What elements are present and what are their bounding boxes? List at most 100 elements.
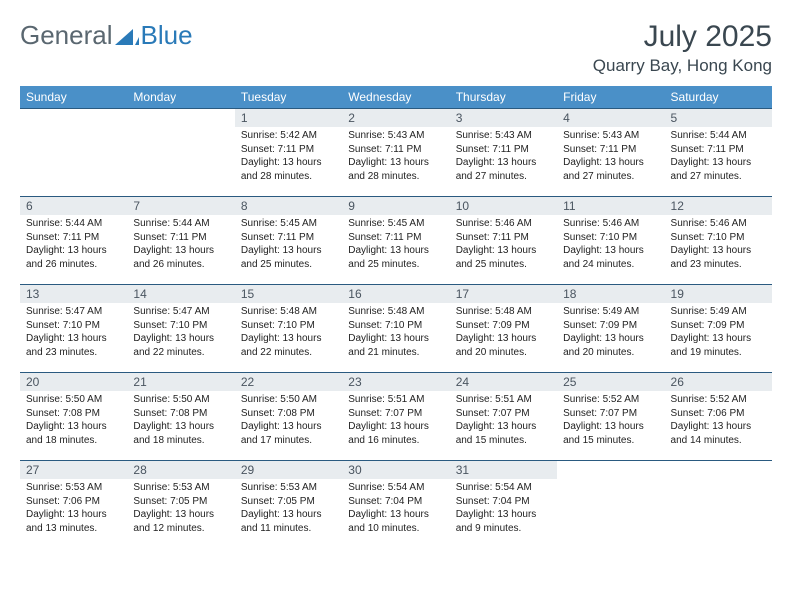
calendar-cell: 12Sunrise: 5:46 AMSunset: 7:10 PMDayligh… — [665, 197, 772, 285]
calendar-cell: 15Sunrise: 5:48 AMSunset: 7:10 PMDayligh… — [235, 285, 342, 373]
calendar-cell: 26Sunrise: 5:52 AMSunset: 7:06 PMDayligh… — [665, 373, 772, 461]
calendar-cell: 22Sunrise: 5:50 AMSunset: 7:08 PMDayligh… — [235, 373, 342, 461]
logo-text-blue: Blue — [141, 20, 193, 51]
day-number: 28 — [127, 461, 234, 479]
day-number: 1 — [235, 109, 342, 127]
day-content: Sunrise: 5:43 AMSunset: 7:11 PMDaylight:… — [557, 127, 664, 185]
day-number: 27 — [20, 461, 127, 479]
day-content: Sunrise: 5:54 AMSunset: 7:04 PMDaylight:… — [450, 479, 557, 537]
calendar-cell: 11Sunrise: 5:46 AMSunset: 7:10 PMDayligh… — [557, 197, 664, 285]
calendar-cell: 21Sunrise: 5:50 AMSunset: 7:08 PMDayligh… — [127, 373, 234, 461]
day-content: Sunrise: 5:44 AMSunset: 7:11 PMDaylight:… — [20, 215, 127, 273]
day-content: Sunrise: 5:53 AMSunset: 7:05 PMDaylight:… — [127, 479, 234, 537]
calendar-cell: 2Sunrise: 5:43 AMSunset: 7:11 PMDaylight… — [342, 109, 449, 197]
calendar-week-row: 1Sunrise: 5:42 AMSunset: 7:11 PMDaylight… — [20, 109, 772, 197]
month-title: July 2025 — [593, 20, 772, 54]
day-content: Sunrise: 5:46 AMSunset: 7:10 PMDaylight:… — [557, 215, 664, 273]
day-number: 25 — [557, 373, 664, 391]
calendar-cell: 18Sunrise: 5:49 AMSunset: 7:09 PMDayligh… — [557, 285, 664, 373]
day-number: 8 — [235, 197, 342, 215]
day-content: Sunrise: 5:47 AMSunset: 7:10 PMDaylight:… — [20, 303, 127, 361]
calendar-cell: 17Sunrise: 5:48 AMSunset: 7:09 PMDayligh… — [450, 285, 557, 373]
day-content: Sunrise: 5:46 AMSunset: 7:10 PMDaylight:… — [665, 215, 772, 273]
day-header: Monday — [127, 86, 234, 109]
calendar-cell: 20Sunrise: 5:50 AMSunset: 7:08 PMDayligh… — [20, 373, 127, 461]
day-content: Sunrise: 5:49 AMSunset: 7:09 PMDaylight:… — [557, 303, 664, 361]
calendar-cell: 28Sunrise: 5:53 AMSunset: 7:05 PMDayligh… — [127, 461, 234, 549]
day-content: Sunrise: 5:53 AMSunset: 7:06 PMDaylight:… — [20, 479, 127, 537]
calendar-table: SundayMondayTuesdayWednesdayThursdayFrid… — [20, 86, 772, 549]
day-content: Sunrise: 5:50 AMSunset: 7:08 PMDaylight:… — [20, 391, 127, 449]
calendar-cell: 13Sunrise: 5:47 AMSunset: 7:10 PMDayligh… — [20, 285, 127, 373]
day-content: Sunrise: 5:48 AMSunset: 7:10 PMDaylight:… — [342, 303, 449, 361]
header: General Blue July 2025 Quarry Bay, Hong … — [20, 20, 772, 76]
day-number: 17 — [450, 285, 557, 303]
calendar-cell: 4Sunrise: 5:43 AMSunset: 7:11 PMDaylight… — [557, 109, 664, 197]
day-content: Sunrise: 5:52 AMSunset: 7:07 PMDaylight:… — [557, 391, 664, 449]
calendar-cell: 30Sunrise: 5:54 AMSunset: 7:04 PMDayligh… — [342, 461, 449, 549]
logo-sail-icon — [115, 27, 139, 45]
calendar-cell — [20, 109, 127, 197]
day-number: 11 — [557, 197, 664, 215]
calendar-cell — [665, 461, 772, 549]
day-number: 24 — [450, 373, 557, 391]
calendar-cell: 1Sunrise: 5:42 AMSunset: 7:11 PMDaylight… — [235, 109, 342, 197]
location: Quarry Bay, Hong Kong — [593, 56, 772, 76]
calendar-cell: 31Sunrise: 5:54 AMSunset: 7:04 PMDayligh… — [450, 461, 557, 549]
day-number: 7 — [127, 197, 234, 215]
calendar-cell: 9Sunrise: 5:45 AMSunset: 7:11 PMDaylight… — [342, 197, 449, 285]
day-header: Sunday — [20, 86, 127, 109]
day-content: Sunrise: 5:51 AMSunset: 7:07 PMDaylight:… — [450, 391, 557, 449]
day-number: 14 — [127, 285, 234, 303]
day-number: 15 — [235, 285, 342, 303]
calendar-cell — [557, 461, 664, 549]
day-content: Sunrise: 5:43 AMSunset: 7:11 PMDaylight:… — [450, 127, 557, 185]
day-number: 5 — [665, 109, 772, 127]
calendar-cell: 16Sunrise: 5:48 AMSunset: 7:10 PMDayligh… — [342, 285, 449, 373]
day-number: 16 — [342, 285, 449, 303]
day-content: Sunrise: 5:48 AMSunset: 7:10 PMDaylight:… — [235, 303, 342, 361]
title-block: July 2025 Quarry Bay, Hong Kong — [593, 20, 772, 76]
calendar-cell — [127, 109, 234, 197]
day-content: Sunrise: 5:49 AMSunset: 7:09 PMDaylight:… — [665, 303, 772, 361]
day-content: Sunrise: 5:42 AMSunset: 7:11 PMDaylight:… — [235, 127, 342, 185]
calendar-body: 1Sunrise: 5:42 AMSunset: 7:11 PMDaylight… — [20, 109, 772, 549]
calendar-header-row: SundayMondayTuesdayWednesdayThursdayFrid… — [20, 86, 772, 109]
day-number: 29 — [235, 461, 342, 479]
day-content: Sunrise: 5:52 AMSunset: 7:06 PMDaylight:… — [665, 391, 772, 449]
day-content: Sunrise: 5:43 AMSunset: 7:11 PMDaylight:… — [342, 127, 449, 185]
day-header: Saturday — [665, 86, 772, 109]
calendar-week-row: 6Sunrise: 5:44 AMSunset: 7:11 PMDaylight… — [20, 197, 772, 285]
day-content: Sunrise: 5:48 AMSunset: 7:09 PMDaylight:… — [450, 303, 557, 361]
day-number: 22 — [235, 373, 342, 391]
day-number: 3 — [450, 109, 557, 127]
day-number: 20 — [20, 373, 127, 391]
calendar-week-row: 27Sunrise: 5:53 AMSunset: 7:06 PMDayligh… — [20, 461, 772, 549]
calendar-cell: 23Sunrise: 5:51 AMSunset: 7:07 PMDayligh… — [342, 373, 449, 461]
calendar-cell: 14Sunrise: 5:47 AMSunset: 7:10 PMDayligh… — [127, 285, 234, 373]
day-number: 12 — [665, 197, 772, 215]
day-content: Sunrise: 5:44 AMSunset: 7:11 PMDaylight:… — [665, 127, 772, 185]
day-content: Sunrise: 5:50 AMSunset: 7:08 PMDaylight:… — [127, 391, 234, 449]
day-content: Sunrise: 5:45 AMSunset: 7:11 PMDaylight:… — [342, 215, 449, 273]
calendar-cell: 7Sunrise: 5:44 AMSunset: 7:11 PMDaylight… — [127, 197, 234, 285]
logo-text-general: General — [20, 20, 113, 51]
day-content: Sunrise: 5:54 AMSunset: 7:04 PMDaylight:… — [342, 479, 449, 537]
logo: General Blue — [20, 20, 193, 51]
day-number: 26 — [665, 373, 772, 391]
day-number: 9 — [342, 197, 449, 215]
calendar-week-row: 13Sunrise: 5:47 AMSunset: 7:10 PMDayligh… — [20, 285, 772, 373]
calendar-week-row: 20Sunrise: 5:50 AMSunset: 7:08 PMDayligh… — [20, 373, 772, 461]
calendar-cell: 6Sunrise: 5:44 AMSunset: 7:11 PMDaylight… — [20, 197, 127, 285]
day-content: Sunrise: 5:46 AMSunset: 7:11 PMDaylight:… — [450, 215, 557, 273]
calendar-cell: 24Sunrise: 5:51 AMSunset: 7:07 PMDayligh… — [450, 373, 557, 461]
day-number: 13 — [20, 285, 127, 303]
day-number: 19 — [665, 285, 772, 303]
calendar-cell: 3Sunrise: 5:43 AMSunset: 7:11 PMDaylight… — [450, 109, 557, 197]
calendar-cell: 5Sunrise: 5:44 AMSunset: 7:11 PMDaylight… — [665, 109, 772, 197]
day-header: Thursday — [450, 86, 557, 109]
day-number: 2 — [342, 109, 449, 127]
calendar-cell: 8Sunrise: 5:45 AMSunset: 7:11 PMDaylight… — [235, 197, 342, 285]
calendar-cell: 27Sunrise: 5:53 AMSunset: 7:06 PMDayligh… — [20, 461, 127, 549]
day-header: Friday — [557, 86, 664, 109]
